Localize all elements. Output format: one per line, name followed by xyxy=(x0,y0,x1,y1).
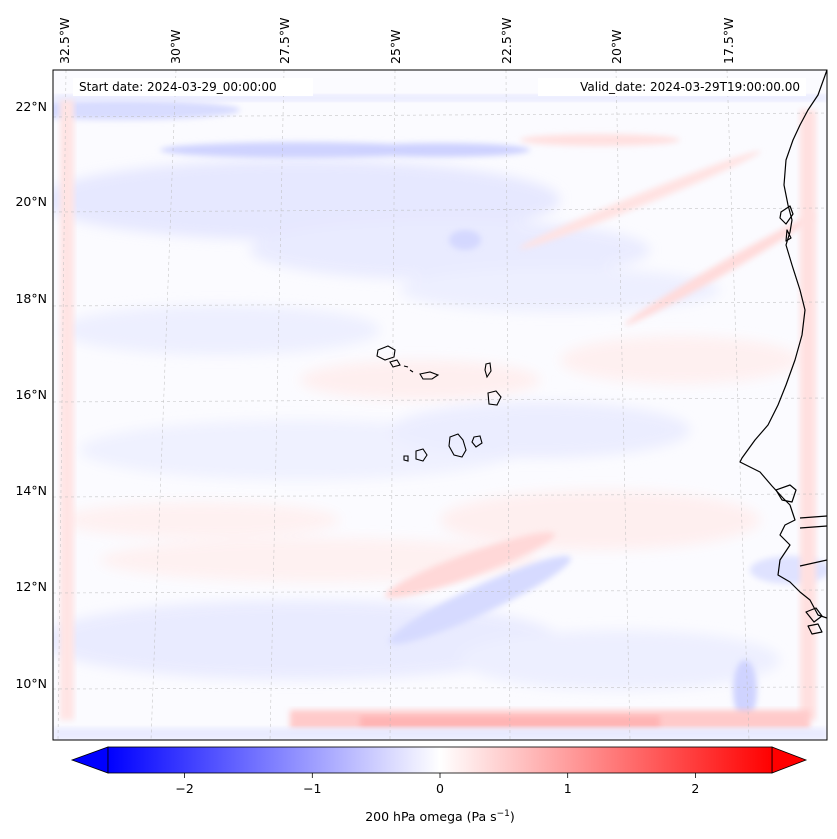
colorbar-gradient xyxy=(107,746,773,774)
colorbar-label: 200 hPa omega (Pa s−1) xyxy=(365,809,515,824)
lon-label: 20°W xyxy=(609,29,624,64)
colorbar-extend-high xyxy=(771,746,808,774)
coastline xyxy=(739,70,827,635)
valid-date-label: Valid_date: 2024-03-29T19:00:00.00 xyxy=(580,80,800,94)
latitude-labels: 22°N 20°N 18°N 16°N 14°N 12°N 10°N xyxy=(15,99,47,691)
lat-label: 14°N xyxy=(15,483,47,498)
lat-label: 22°N xyxy=(15,99,47,114)
valid-date-box xyxy=(538,78,806,96)
colorbar-tick-label: −1 xyxy=(303,781,321,796)
colorbar-tick-label: −2 xyxy=(175,781,193,796)
colorbar-tick-label: 0 xyxy=(436,781,444,796)
lon-label: 17.5°W xyxy=(721,18,736,64)
lon-label: 27.5°W xyxy=(277,18,292,64)
omega-field xyxy=(53,95,827,740)
cape-verde-islands xyxy=(376,345,502,462)
longitude-labels: 32.5°W 30°W 27.5°W 25°W 22.5°W 20°W 17.5… xyxy=(57,18,736,64)
lat-label: 10°N xyxy=(15,676,47,691)
colorbar: −2 −1 0 1 2 200 hPa omega (Pa s−1) xyxy=(70,746,808,824)
lat-label: 12°N xyxy=(15,579,47,594)
colorbar-tick-label: 1 xyxy=(564,781,572,796)
lon-label: 32.5°W xyxy=(57,18,72,64)
colorbar-extend-low xyxy=(70,746,109,774)
lon-label: 22.5°W xyxy=(499,18,514,64)
lat-label: 18°N xyxy=(15,291,47,306)
colorbar-tick-label: 2 xyxy=(691,781,699,796)
start-date-label: Start date: 2024-03-29_00:00:00 xyxy=(79,80,277,94)
lat-label: 20°N xyxy=(15,194,47,209)
lon-label: 30°W xyxy=(168,29,183,64)
gridlines xyxy=(53,70,827,740)
map-panel: Start date: 2024-03-29_00:00:00 Valid_da… xyxy=(52,69,828,741)
start-date-box xyxy=(73,78,313,96)
lat-label: 16°N xyxy=(15,387,47,402)
colorbar-ticks: −2 −1 0 1 2 xyxy=(175,773,699,796)
lon-label: 25°W xyxy=(388,29,403,64)
